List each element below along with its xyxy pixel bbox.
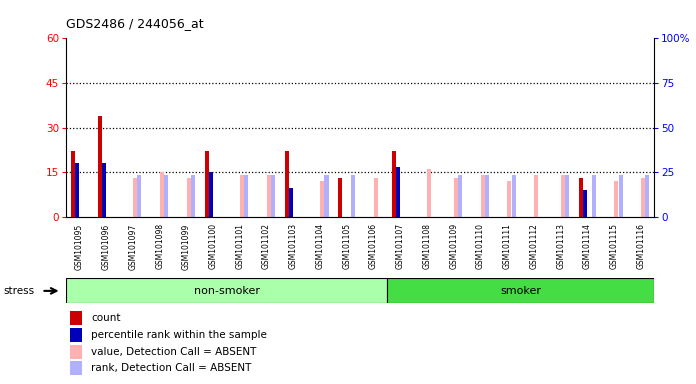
Text: GSM101100: GSM101100 (209, 223, 218, 270)
Bar (534, 175, 538, 217)
Bar (374, 178, 378, 217)
Bar (619, 175, 622, 217)
Bar (70, 345, 82, 359)
Bar (641, 178, 645, 217)
Bar (271, 175, 275, 217)
Text: GSM101106: GSM101106 (369, 223, 378, 270)
Text: stress: stress (3, 286, 35, 296)
Text: smoker: smoker (500, 286, 541, 296)
Text: GSM101098: GSM101098 (155, 223, 164, 270)
Bar (160, 172, 164, 217)
Bar (205, 152, 209, 217)
Bar (244, 175, 248, 217)
Bar (458, 175, 462, 217)
Bar (70, 311, 82, 325)
Text: GSM101095: GSM101095 (75, 223, 84, 270)
Text: rank, Detection Call = ABSENT: rank, Detection Call = ABSENT (91, 363, 251, 373)
Bar (240, 175, 244, 217)
Text: count: count (91, 313, 120, 323)
Bar (209, 172, 213, 217)
Bar (351, 175, 355, 217)
Bar (512, 175, 516, 217)
Bar (70, 328, 82, 343)
Bar (387, 278, 654, 303)
Text: GSM101096: GSM101096 (102, 223, 111, 270)
Text: GSM101097: GSM101097 (129, 223, 137, 270)
Text: non-smoker: non-smoker (193, 286, 260, 296)
Bar (66, 278, 387, 303)
Bar (75, 164, 79, 217)
Text: GSM101112: GSM101112 (530, 223, 539, 269)
Bar (267, 175, 271, 217)
Text: GSM101114: GSM101114 (583, 223, 592, 269)
Text: GSM101105: GSM101105 (342, 223, 351, 270)
Text: GSM101113: GSM101113 (556, 223, 565, 269)
Text: GSM101110: GSM101110 (476, 223, 485, 269)
Bar (565, 175, 569, 217)
Text: value, Detection Call = ABSENT: value, Detection Call = ABSENT (91, 347, 257, 357)
Text: GSM101108: GSM101108 (422, 223, 432, 269)
Bar (392, 152, 396, 217)
Bar (592, 175, 596, 217)
Bar (427, 169, 431, 217)
Text: GSM101109: GSM101109 (449, 223, 458, 270)
Bar (290, 189, 293, 217)
Text: GSM101104: GSM101104 (315, 223, 324, 270)
Bar (507, 181, 512, 217)
Text: GSM101116: GSM101116 (636, 223, 645, 269)
Text: GSM101102: GSM101102 (262, 223, 271, 269)
Bar (645, 175, 649, 217)
Bar (579, 178, 583, 217)
Bar (102, 164, 106, 217)
Bar (187, 178, 191, 217)
Bar (324, 175, 329, 217)
Text: GDS2486 / 244056_at: GDS2486 / 244056_at (66, 17, 204, 30)
Text: GSM101111: GSM101111 (503, 223, 512, 269)
Bar (191, 175, 195, 217)
Text: percentile rank within the sample: percentile rank within the sample (91, 330, 267, 340)
Bar (285, 152, 289, 217)
Bar (396, 167, 400, 217)
Bar (70, 361, 82, 375)
Bar (164, 175, 168, 217)
Bar (338, 178, 342, 217)
Bar (137, 175, 141, 217)
Bar (320, 181, 324, 217)
Text: GSM101103: GSM101103 (289, 223, 298, 270)
Bar (454, 178, 458, 217)
Bar (71, 152, 75, 217)
Text: GSM101107: GSM101107 (396, 223, 405, 270)
Bar (583, 190, 587, 217)
Bar (561, 175, 565, 217)
Bar (615, 181, 618, 217)
Bar (98, 116, 102, 217)
Text: GSM101101: GSM101101 (235, 223, 244, 269)
Bar (133, 178, 137, 217)
Text: GSM101099: GSM101099 (182, 223, 191, 270)
Bar (485, 175, 489, 217)
Bar (481, 175, 484, 217)
Text: GSM101115: GSM101115 (610, 223, 619, 269)
